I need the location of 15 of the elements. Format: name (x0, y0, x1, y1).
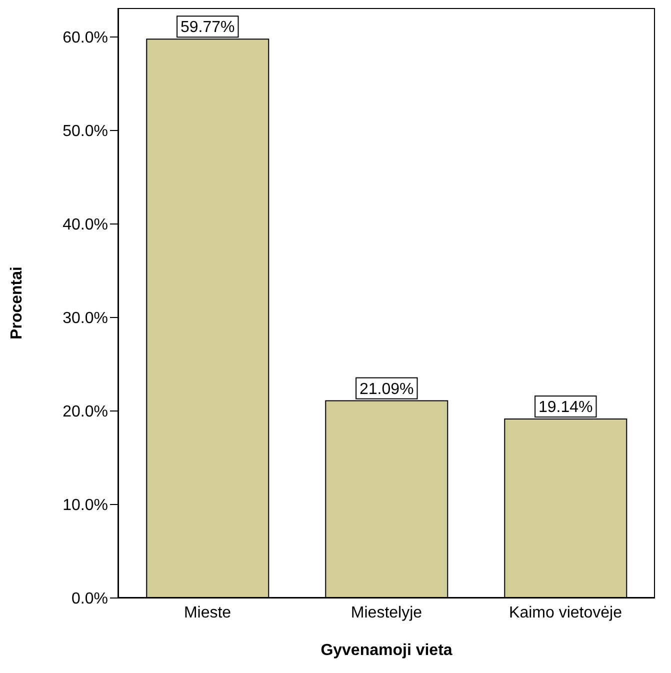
x-tick-label: Miestelyje (350, 604, 422, 622)
x-tick-label: Mieste (184, 604, 232, 622)
y-tick-label: 50.0% (62, 123, 108, 140)
x-axis-title: Gyvenamoji vieta (320, 642, 452, 659)
y-tick-label: 0.0% (72, 590, 108, 608)
data-label: 59.77% (180, 19, 235, 36)
y-tick-label: 20.0% (62, 404, 108, 421)
y-tick-label: 60.0% (62, 30, 108, 47)
y-tick-label: 30.0% (62, 310, 108, 328)
y-axis-title: Procentai (8, 266, 26, 340)
y-tick-label: 40.0% (62, 216, 108, 234)
data-label: 21.09% (360, 380, 414, 398)
x-tick-label: Kaimo vietovėje (509, 604, 622, 622)
data-label: 19.14% (538, 399, 593, 416)
y-tick-label: 10.0% (62, 497, 108, 514)
